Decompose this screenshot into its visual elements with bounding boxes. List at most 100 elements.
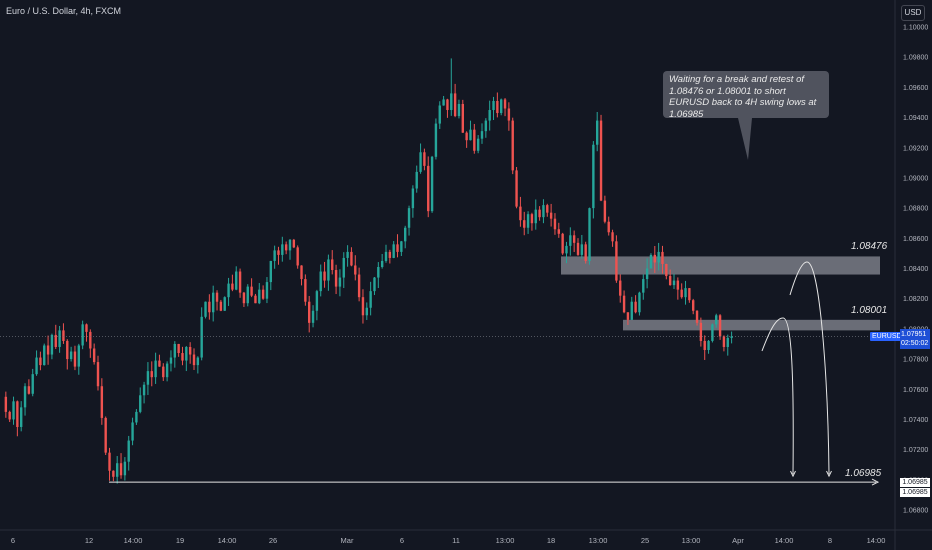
candle-body [119, 463, 123, 476]
candle-body [692, 300, 695, 311]
candle-body [173, 343, 176, 358]
candle-body [642, 279, 645, 293]
candle-body [453, 93, 457, 117]
candle-body [561, 233, 564, 254]
currency-button[interactable]: USD [901, 5, 925, 21]
supply-zone[interactable] [623, 319, 880, 331]
candle-body [492, 100, 495, 111]
candle-body [730, 336, 733, 338]
candle-body [331, 259, 334, 271]
candle-body [269, 260, 272, 283]
candle-body [603, 200, 607, 222]
candle-body [507, 108, 511, 121]
trade-idea-callout[interactable]: Waiting for a break and retest of 1.0847… [663, 71, 829, 120]
candle-body [304, 279, 307, 302]
candle-body [81, 324, 84, 346]
candle-body [150, 371, 153, 378]
candle-body [146, 371, 150, 385]
candle-body [549, 212, 553, 219]
level-label-upper: 1.08476 [851, 241, 888, 252]
candle-body [4, 396, 8, 412]
candle-body [668, 276, 672, 286]
time-tick-label: 25 [641, 536, 649, 545]
candle-body [323, 271, 326, 281]
time-tick-label: 12 [85, 536, 93, 545]
candle-body [611, 232, 614, 242]
candle-body [35, 357, 38, 375]
drawings-layer [0, 118, 895, 486]
candle-body [54, 334, 57, 347]
candle-body [465, 132, 468, 141]
current-price-value: 1.07951 [901, 331, 927, 338]
swing-low-arrowhead [871, 478, 880, 486]
candle-body [599, 120, 603, 201]
projection-path[interactable] [789, 261, 830, 475]
candle-body [208, 301, 211, 313]
candles-layer [4, 58, 733, 484]
candle-body [281, 244, 284, 255]
candle-body [515, 170, 518, 207]
candle-body [457, 103, 461, 117]
candle-body [227, 283, 230, 298]
candle-body [265, 282, 269, 299]
candle-body [154, 360, 157, 378]
time-tick-label: 11 [452, 536, 460, 545]
projection-path[interactable] [761, 317, 794, 475]
time-tick-label: 13:00 [682, 536, 701, 545]
price-tick-label: 1.09800 [903, 55, 928, 62]
candle-body [100, 386, 104, 418]
candle-body [135, 411, 138, 423]
candle-body [484, 120, 488, 132]
candle-body [711, 324, 714, 341]
candle-body [112, 470, 115, 477]
candle-body [653, 254, 656, 263]
candle-body [77, 345, 80, 367]
candle-body [169, 357, 173, 364]
time-tick-label: 8 [828, 536, 832, 545]
candle-body [722, 336, 726, 347]
candle-body [607, 221, 610, 233]
price-tick-label: 1.09600 [903, 85, 928, 92]
candle-body [615, 241, 618, 281]
symbol-badge: EURUSD [870, 332, 904, 341]
candle-body [434, 123, 438, 157]
candle-body [657, 251, 660, 263]
candle-body [388, 251, 392, 258]
candle-body [261, 289, 265, 299]
candle-body [622, 295, 626, 313]
candle-body [365, 307, 368, 316]
candle-body [31, 374, 34, 394]
candle-body [162, 366, 165, 378]
price-tick-label: 1.06800 [903, 508, 928, 515]
candle-body [523, 220, 526, 228]
projection-arrowhead [826, 470, 832, 478]
candle-body [580, 244, 584, 255]
candle-body [89, 331, 92, 349]
time-axis[interactable]: 6 12 14:00 19 14:00 26 Mar 6 11 13:00 18 13:00 25 13:… [11, 536, 885, 545]
candle-body [104, 417, 107, 453]
candle-body [665, 263, 668, 277]
candle-body [231, 283, 234, 290]
candle-body [415, 171, 418, 189]
candle-body [565, 245, 568, 254]
candle-body [39, 357, 42, 366]
supply-zone[interactable] [561, 256, 880, 275]
candle-body [596, 120, 599, 145]
candle-body [139, 395, 142, 412]
candle-body [219, 301, 223, 311]
candle-body [334, 270, 338, 287]
candle-body [319, 271, 322, 292]
callout-pointer [738, 118, 752, 160]
candle-body [73, 351, 77, 367]
time-tick-label: 14:00 [867, 536, 886, 545]
price-tick-label: 1.08200 [903, 296, 928, 303]
time-tick-label: 18 [547, 536, 555, 545]
level-label-lower: 1.08001 [851, 305, 888, 316]
candle-body [27, 386, 31, 394]
chart-title: Euro / U.S. Dollar, 4h, FXCM [6, 6, 122, 16]
time-tick-label: 6 [400, 536, 404, 545]
candle-body [369, 291, 372, 308]
candle-body [500, 99, 503, 114]
candle-body [108, 452, 111, 471]
candle-body [438, 105, 441, 124]
